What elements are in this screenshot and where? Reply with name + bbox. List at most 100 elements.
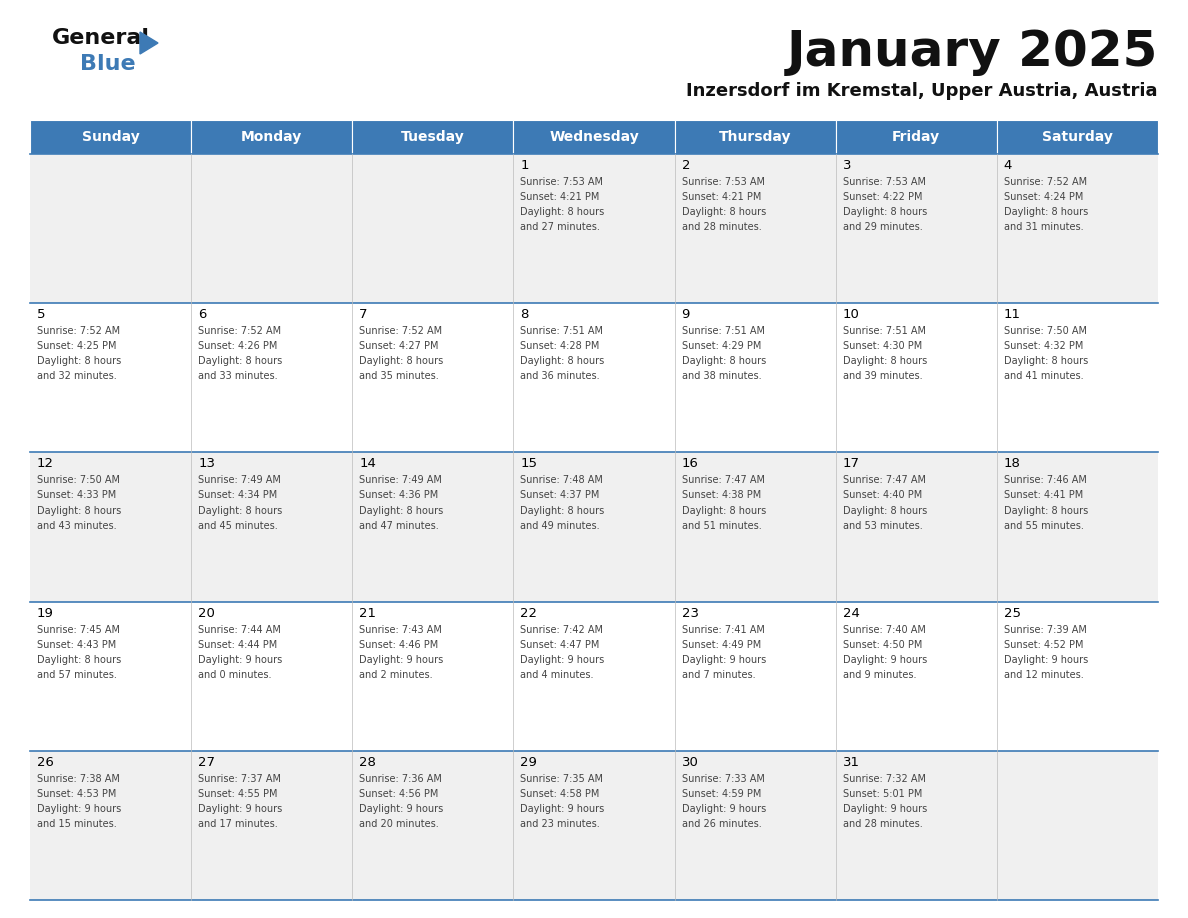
Text: Daylight: 8 hours: Daylight: 8 hours — [37, 356, 121, 366]
Text: and 31 minutes.: and 31 minutes. — [1004, 222, 1083, 232]
Text: Sunset: 4:56 PM: Sunset: 4:56 PM — [359, 789, 438, 799]
Text: and 39 minutes.: and 39 minutes. — [842, 372, 922, 381]
Bar — [997, 601, 1158, 751]
Text: Sunrise: 7:35 AM: Sunrise: 7:35 AM — [520, 774, 604, 784]
Text: and 0 minutes.: and 0 minutes. — [198, 670, 272, 680]
Bar — [30, 120, 191, 154]
Text: Daylight: 9 hours: Daylight: 9 hours — [842, 655, 927, 665]
Text: Sunrise: 7:52 AM: Sunrise: 7:52 AM — [37, 326, 120, 336]
Text: and 53 minutes.: and 53 minutes. — [842, 521, 922, 531]
Text: 21: 21 — [359, 607, 377, 620]
Text: 26: 26 — [37, 756, 53, 768]
Text: and 28 minutes.: and 28 minutes. — [682, 222, 762, 232]
Text: Sunrise: 7:37 AM: Sunrise: 7:37 AM — [198, 774, 282, 784]
Text: and 57 minutes.: and 57 minutes. — [37, 670, 116, 680]
Text: Daylight: 9 hours: Daylight: 9 hours — [198, 804, 283, 814]
Text: 4: 4 — [1004, 159, 1012, 172]
Text: Daylight: 9 hours: Daylight: 9 hours — [682, 804, 766, 814]
Text: Sunrise: 7:39 AM: Sunrise: 7:39 AM — [1004, 624, 1087, 634]
Text: Sunset: 4:43 PM: Sunset: 4:43 PM — [37, 640, 116, 650]
Text: 13: 13 — [198, 457, 215, 470]
Text: Sunset: 4:50 PM: Sunset: 4:50 PM — [842, 640, 922, 650]
Bar — [513, 453, 675, 601]
Text: 14: 14 — [359, 457, 377, 470]
Text: and 55 minutes.: and 55 minutes. — [1004, 521, 1083, 531]
Text: Sunrise: 7:51 AM: Sunrise: 7:51 AM — [682, 326, 765, 336]
Bar — [191, 751, 353, 900]
Text: Tuesday: Tuesday — [402, 130, 465, 144]
Bar — [997, 751, 1158, 900]
Text: Sunset: 4:38 PM: Sunset: 4:38 PM — [682, 490, 760, 500]
Text: Daylight: 9 hours: Daylight: 9 hours — [842, 804, 927, 814]
Text: Sunrise: 7:49 AM: Sunrise: 7:49 AM — [198, 476, 282, 486]
Text: Sunrise: 7:44 AM: Sunrise: 7:44 AM — [198, 624, 282, 634]
Text: and 12 minutes.: and 12 minutes. — [1004, 670, 1083, 680]
Bar — [835, 303, 997, 453]
Bar — [675, 453, 835, 601]
Text: and 33 minutes.: and 33 minutes. — [198, 372, 278, 381]
Text: 31: 31 — [842, 756, 860, 768]
Text: Sunrise: 7:46 AM: Sunrise: 7:46 AM — [1004, 476, 1087, 486]
Text: Sunrise: 7:47 AM: Sunrise: 7:47 AM — [842, 476, 925, 486]
Bar — [353, 453, 513, 601]
Text: Sunset: 4:59 PM: Sunset: 4:59 PM — [682, 789, 762, 799]
Text: Sunrise: 7:51 AM: Sunrise: 7:51 AM — [520, 326, 604, 336]
Text: Thursday: Thursday — [719, 130, 791, 144]
Text: Daylight: 8 hours: Daylight: 8 hours — [842, 356, 927, 366]
Text: Sunrise: 7:45 AM: Sunrise: 7:45 AM — [37, 624, 120, 634]
Text: Daylight: 8 hours: Daylight: 8 hours — [682, 506, 766, 516]
Text: 10: 10 — [842, 308, 860, 321]
Text: Sunset: 4:58 PM: Sunset: 4:58 PM — [520, 789, 600, 799]
Text: Daylight: 8 hours: Daylight: 8 hours — [520, 356, 605, 366]
Text: and 36 minutes.: and 36 minutes. — [520, 372, 600, 381]
Text: Sunset: 4:34 PM: Sunset: 4:34 PM — [198, 490, 277, 500]
Text: Sunrise: 7:50 AM: Sunrise: 7:50 AM — [37, 476, 120, 486]
Text: 12: 12 — [37, 457, 53, 470]
Bar — [30, 751, 191, 900]
Text: 27: 27 — [198, 756, 215, 768]
Text: Daylight: 8 hours: Daylight: 8 hours — [359, 506, 443, 516]
Text: Sunrise: 7:53 AM: Sunrise: 7:53 AM — [682, 177, 765, 187]
Bar — [191, 601, 353, 751]
Bar — [675, 154, 835, 303]
Bar — [513, 154, 675, 303]
Text: Daylight: 8 hours: Daylight: 8 hours — [682, 207, 766, 218]
Text: Sunset: 4:55 PM: Sunset: 4:55 PM — [198, 789, 278, 799]
Text: and 41 minutes.: and 41 minutes. — [1004, 372, 1083, 381]
Text: Daylight: 8 hours: Daylight: 8 hours — [842, 506, 927, 516]
Text: and 38 minutes.: and 38 minutes. — [682, 372, 762, 381]
Text: and 29 minutes.: and 29 minutes. — [842, 222, 922, 232]
Text: 18: 18 — [1004, 457, 1020, 470]
Bar — [353, 751, 513, 900]
Bar — [191, 303, 353, 453]
Text: Wednesday: Wednesday — [549, 130, 639, 144]
Text: Sunset: 4:29 PM: Sunset: 4:29 PM — [682, 341, 762, 352]
Bar — [513, 601, 675, 751]
Text: 23: 23 — [682, 607, 699, 620]
Text: and 23 minutes.: and 23 minutes. — [520, 819, 600, 829]
Bar — [353, 120, 513, 154]
Text: Daylight: 8 hours: Daylight: 8 hours — [198, 506, 283, 516]
Bar — [835, 751, 997, 900]
Bar — [997, 154, 1158, 303]
Bar — [353, 154, 513, 303]
Text: 1: 1 — [520, 159, 529, 172]
Text: Sunrise: 7:42 AM: Sunrise: 7:42 AM — [520, 624, 604, 634]
Text: Sunrise: 7:43 AM: Sunrise: 7:43 AM — [359, 624, 442, 634]
Text: and 17 minutes.: and 17 minutes. — [198, 819, 278, 829]
Text: Daylight: 8 hours: Daylight: 8 hours — [1004, 207, 1088, 218]
Bar — [835, 120, 997, 154]
Text: Daylight: 8 hours: Daylight: 8 hours — [37, 506, 121, 516]
Bar — [353, 303, 513, 453]
Text: 24: 24 — [842, 607, 860, 620]
Bar — [30, 453, 191, 601]
Text: Sunset: 4:26 PM: Sunset: 4:26 PM — [198, 341, 278, 352]
Text: Sunrise: 7:51 AM: Sunrise: 7:51 AM — [842, 326, 925, 336]
Text: 28: 28 — [359, 756, 377, 768]
Text: Sunset: 4:28 PM: Sunset: 4:28 PM — [520, 341, 600, 352]
Text: and 9 minutes.: and 9 minutes. — [842, 670, 916, 680]
Text: 19: 19 — [37, 607, 53, 620]
Text: Sunset: 4:22 PM: Sunset: 4:22 PM — [842, 192, 922, 202]
Text: Daylight: 9 hours: Daylight: 9 hours — [37, 804, 121, 814]
Text: Sunset: 4:27 PM: Sunset: 4:27 PM — [359, 341, 438, 352]
